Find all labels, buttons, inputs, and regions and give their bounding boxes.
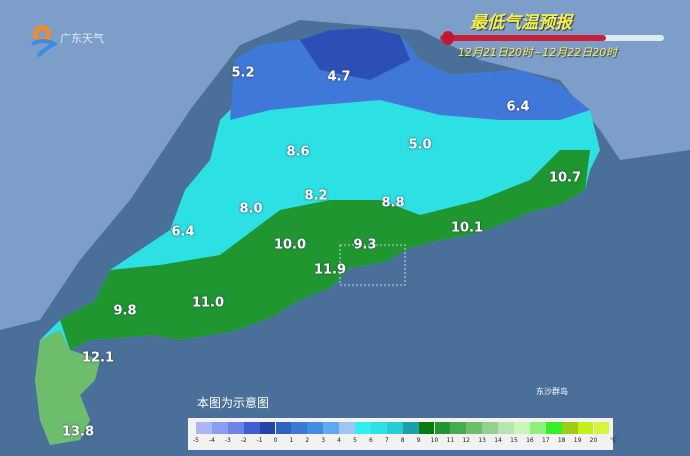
forecast-period: 12月21日20时~12月22日20时: [458, 46, 618, 59]
color-legend: -5 -4 -3 -2 -1 0 1 2 3 4 5 6 7 8 9 10 11 12 13 14 15 16 17 18 19…: [188, 418, 617, 450]
legend-tick: 6: [368, 437, 373, 444]
legend-swatch: [275, 422, 292, 434]
legend-swatch: [561, 422, 578, 434]
legend-swatch: [211, 422, 228, 434]
legend-unit: ℃: [610, 437, 617, 444]
legend-swatch: [386, 422, 403, 434]
legend-tick: 12: [462, 437, 471, 444]
legend-tick: -3: [224, 437, 231, 444]
legend-tick: 9: [416, 437, 421, 444]
temp-label: 9.8: [113, 303, 137, 319]
legend-swatch: [227, 422, 244, 434]
legend-swatch: [355, 422, 371, 434]
legend-tick: -2: [240, 437, 247, 444]
land-background: [0, 0, 690, 330]
legend-tick: 3: [321, 437, 326, 444]
legend-swatch: [529, 422, 546, 434]
legend-swatch: [545, 422, 562, 434]
temp-label: 4.7: [327, 69, 351, 85]
hk-macau-box: [339, 244, 406, 286]
legend-tick: -5: [193, 437, 199, 444]
legend-tick: 5: [353, 437, 357, 444]
map-title: 最低气温预报: [470, 13, 572, 33]
temp-label: 11.0: [191, 295, 225, 311]
legend-swatch: [514, 422, 530, 434]
legend-tick: 11: [446, 437, 455, 444]
legend-swatch: [402, 422, 419, 434]
warm-green-zone: [60, 150, 590, 350]
temp-label: 10.1: [450, 220, 484, 236]
progress-knob: [442, 31, 454, 45]
legend-swatch: [418, 422, 435, 434]
legend-tick: -1: [256, 437, 263, 444]
temp-label: 5.2: [231, 65, 255, 81]
legend-tick: 7: [384, 437, 389, 444]
legend-swatch: [482, 422, 499, 434]
temp-label: 8.0: [239, 201, 263, 217]
legend-tick: 10: [430, 437, 439, 444]
legend-tick: 8: [400, 437, 405, 444]
legend-tick: 4: [337, 437, 342, 444]
legend-swatch: [339, 422, 355, 434]
legend-tick: 14: [494, 437, 502, 444]
temp-label: 10.0: [273, 237, 307, 253]
legend-tick: -4: [208, 437, 215, 444]
legend-swatch: [196, 422, 212, 434]
legend-tick: 16: [526, 437, 534, 444]
temp-label: 8.8: [381, 195, 405, 211]
temp-label: 8.2: [304, 188, 328, 204]
temp-label: 12.1: [81, 350, 115, 366]
temp-label: 13.8: [61, 424, 95, 440]
leizhou-peninsula: [35, 330, 100, 445]
legend-swatch: [498, 422, 514, 434]
guangdong-weather-logo-icon: [31, 25, 58, 58]
time-progress-bar: [440, 35, 664, 41]
legend-swatch: [370, 422, 387, 434]
temp-label: 6.4: [171, 224, 195, 240]
temp-label: 8.6: [286, 144, 310, 160]
legend-tick: 17: [541, 437, 550, 444]
schematic-note: 本图为示意图: [197, 396, 270, 410]
legend-swatch: [466, 422, 483, 434]
legend-swatch: [577, 422, 594, 434]
legend-tick: 19: [573, 437, 582, 444]
legend-swatch: [243, 422, 260, 434]
legend-tick: 20: [589, 437, 598, 444]
legend-swatch: [434, 422, 451, 434]
temp-label: 10.7: [548, 170, 582, 186]
dongsha-islands-label: 东沙群岛: [536, 387, 568, 396]
temp-label: 5.0: [408, 137, 432, 153]
legend-tick: 1: [289, 437, 294, 444]
legend-tick: 13: [478, 437, 487, 444]
temp-label: 6.4: [506, 99, 530, 115]
logo-text: 广东天气: [60, 32, 104, 45]
legend-tick: 15: [510, 437, 518, 444]
legend-swatch: [259, 422, 276, 434]
legend-tick: 2: [305, 437, 310, 444]
legend-tick: 0: [273, 437, 278, 444]
legend-swatch: [291, 422, 308, 434]
legend-swatch: [323, 422, 340, 434]
legend-swatch: [450, 422, 467, 434]
temp-label: 9.3: [353, 237, 377, 253]
legend-tick: 18: [557, 437, 566, 444]
legend-swatch: [307, 422, 324, 434]
legend-swatch: [593, 422, 610, 434]
coldest-zone: [300, 28, 410, 80]
temp-label: 11.9: [313, 262, 347, 278]
